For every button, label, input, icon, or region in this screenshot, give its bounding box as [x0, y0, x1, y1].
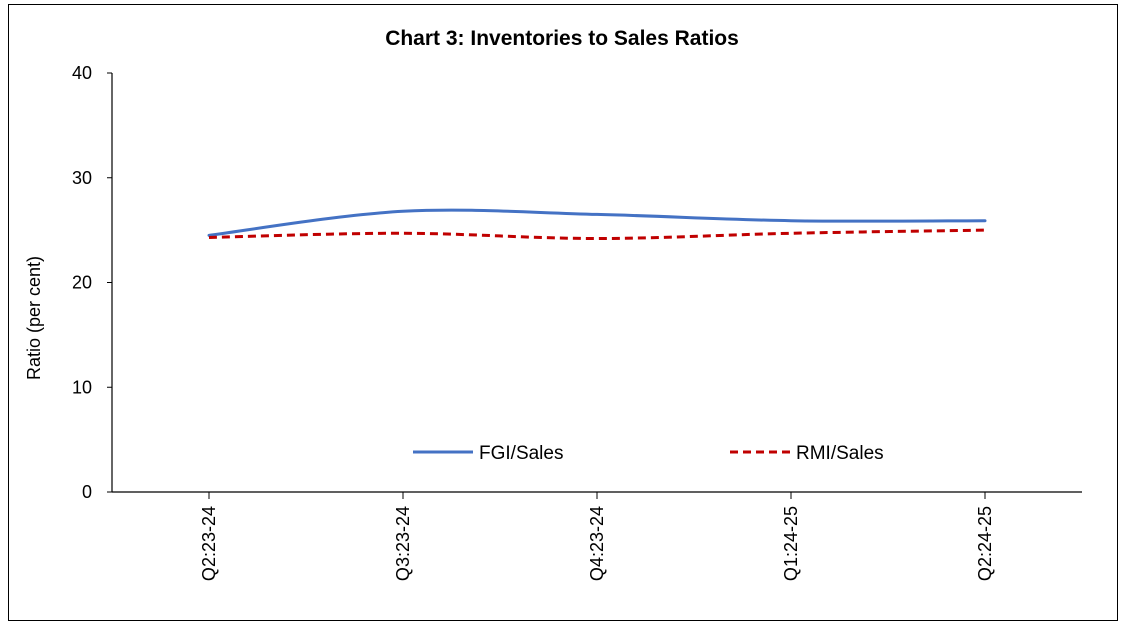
chart-frame — [8, 4, 1118, 621]
y-tick-label: 20 — [72, 273, 92, 293]
series-layer — [207, 208, 987, 241]
legend-label: FGI/Sales — [479, 443, 563, 464]
x-tick-label: Q2:24-25 — [975, 506, 995, 581]
x-tick-label: Q3:23-24 — [393, 506, 413, 581]
y-axis-label: Ratio (per cent) — [24, 256, 44, 380]
y-tick-label: 10 — [72, 377, 92, 397]
chart-title: Chart 3: Inventories to Sales Ratios — [385, 27, 739, 50]
y-tick-label: 0 — [82, 482, 92, 502]
y-tick-label: 40 — [72, 63, 92, 83]
axes: 0 10 20 30 40 Q2:23-24 Q3:23-24 Q4:23-24 Q1:24-2… — [72, 63, 1082, 581]
series-line-fgi-sales — [207, 208, 987, 237]
y-tick-label: 30 — [72, 168, 92, 188]
legend: FGI/Sales RMI/Sales — [413, 443, 884, 464]
legend-label: RMI/Sales — [796, 443, 884, 464]
x-tick-label: Q1:24-25 — [781, 506, 801, 581]
x-tick-label: Q2:23-24 — [199, 506, 219, 581]
series-line-rmi-sales — [208, 228, 986, 241]
x-tick-label: Q4:23-24 — [587, 506, 607, 581]
